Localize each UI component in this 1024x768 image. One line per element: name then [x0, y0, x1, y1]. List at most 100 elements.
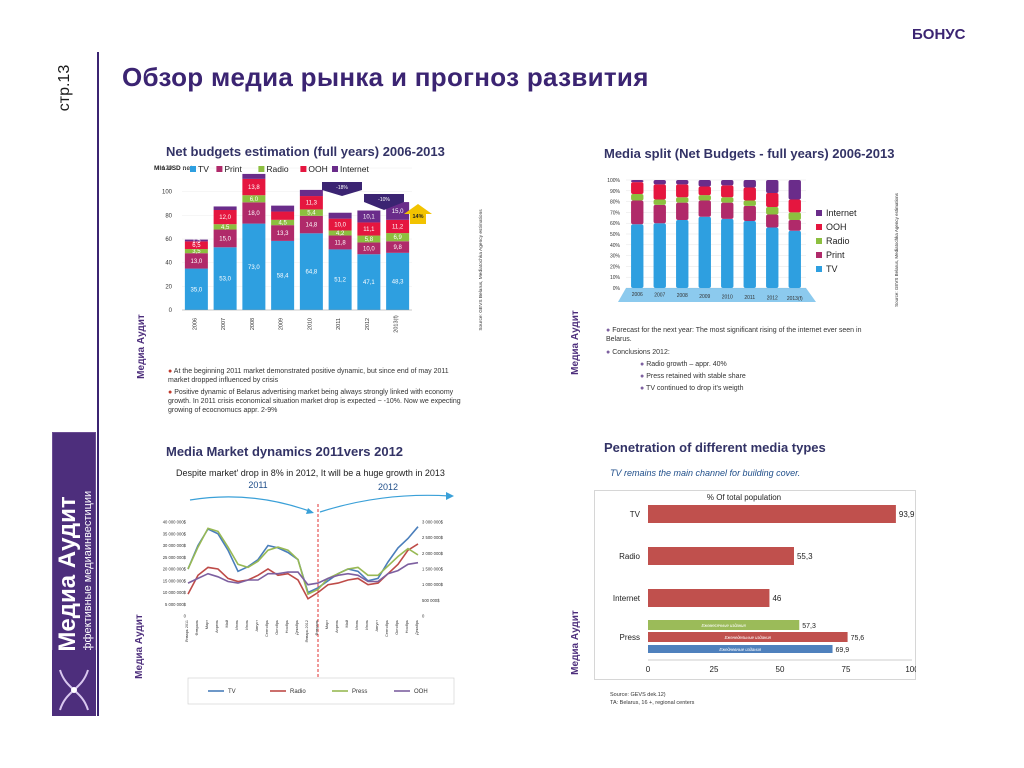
- bar-segment-ooh: [676, 184, 689, 198]
- series-line-ooh: [187, 561, 419, 586]
- arrow-2011-head: [306, 508, 314, 514]
- legend-swatch-ooh: [300, 166, 307, 172]
- x-tick-label: Июнь: [355, 620, 359, 630]
- x-tick-label: Август: [255, 620, 259, 632]
- y-tick-label: 50%: [610, 232, 621, 238]
- bar-value-label: 73,0: [248, 265, 260, 271]
- series-line-press: [187, 527, 419, 596]
- x-tick-label: Август: [375, 620, 379, 632]
- bar-segment-tv: [653, 223, 666, 288]
- bar-segment-print: [721, 202, 734, 219]
- arrow-2011: [189, 496, 313, 513]
- legend-label-internet: Internet: [826, 208, 857, 218]
- y-tick-label: 120: [162, 166, 173, 172]
- bar-segment-print: [299, 215, 323, 234]
- bar-value-label: 15,0: [392, 209, 404, 215]
- right-axis-label: 1 000 000$: [422, 582, 444, 587]
- media-split-chart: 0% 10% 20% 30% 40% 50% 60% 70% 80% 90% 100% 2006 200…: [607, 178, 899, 307]
- x-tick-label: 2007: [221, 318, 227, 330]
- bar-press-segment: [648, 645, 833, 653]
- change-bubble-label: 14%: [412, 214, 423, 220]
- arrow-right-label: 2012: [378, 482, 398, 492]
- x-tick-label: Март: [205, 620, 209, 629]
- bar-segment-radio: [631, 194, 644, 201]
- x-tick-label: 0: [646, 665, 651, 674]
- left-axis-label: 5 000 000$: [165, 602, 187, 607]
- x-tick-label: Апрель: [335, 620, 339, 633]
- net-budgets-chart: Mln USD net 0 20 40 60 80 100 120 35,0 13,0 3,56,5…: [154, 164, 484, 333]
- penetration-chart: % Of total population 93,9 55,3 46 Ежемесячн…: [594, 490, 916, 680]
- page-title: Обзор медиа рынка и прогноз развития: [122, 62, 649, 92]
- bar-value-label: 4,5: [221, 225, 230, 231]
- bar-segment-tv: [271, 240, 295, 310]
- panel3-title: Media Market dynamics 2011vers 2012: [166, 444, 404, 459]
- bar-value-label: 57,3: [802, 623, 816, 630]
- legend-label-ooh: OOH: [308, 164, 327, 174]
- panel2-subnote-2: ● Press retained with stable share: [640, 373, 746, 380]
- bar-segment-ooh: [242, 178, 266, 196]
- bar-value-label: 48,3: [392, 279, 404, 285]
- x-tick-label: Декабрь: [415, 620, 419, 635]
- change-bubble-shape: [322, 182, 362, 196]
- bar-press-segment: [648, 632, 848, 642]
- change-bubble-shape: [404, 204, 432, 224]
- series-line-tv: [187, 526, 419, 594]
- bar-segment-tv: [386, 252, 410, 310]
- x-tick-label: 2010: [722, 294, 733, 300]
- bar-value-label: 10,0: [334, 223, 346, 229]
- bar-segment-radio: [299, 209, 323, 216]
- market-dynamics-chart: 2011 2012 0 5 000 000$ 10 000 000$ 15 000 000…: [163, 480, 455, 705]
- bar-radio: [648, 547, 794, 565]
- x-tick-label: Май: [345, 620, 349, 627]
- bar-segment-radio: [242, 195, 266, 203]
- left-axis-label: 25 000 000$: [163, 555, 187, 560]
- panel-media-split: Медиа Аудит Media split (Net Budgets - f…: [566, 136, 906, 398]
- bar-value-label: 6,0: [250, 197, 259, 203]
- legend-label-ooh: OOH: [826, 222, 847, 232]
- panel4-ta: TA: Belarus, 16 +, regional centers: [610, 700, 695, 706]
- x-tick-label: 2011: [744, 295, 755, 301]
- bar-segment-internet: [184, 239, 208, 242]
- right-axis-label: 2 000 000$: [422, 551, 444, 556]
- y-tick-label: 30%: [610, 254, 621, 260]
- x-tick-label: Май: [225, 620, 229, 627]
- bar-segment-internet: [631, 180, 644, 183]
- legend-label-print: Print: [826, 250, 845, 260]
- press-segment-label: Еженедельные издания: [725, 635, 772, 640]
- change-bubble-shape: [364, 194, 404, 210]
- bar-segment-ooh: [386, 219, 410, 234]
- bar-segment-internet: [653, 180, 666, 185]
- x-tick-label: 2012: [767, 296, 778, 302]
- bar-segment-tv: [213, 247, 237, 310]
- legend-swatch-print: [216, 166, 223, 172]
- y-tick-label: 0: [169, 308, 173, 314]
- bar-segment-print: [631, 200, 644, 225]
- x-tick-label: Декабрь: [295, 620, 299, 635]
- y-tick-label: 20%: [610, 264, 621, 270]
- logo-tagline: эффективные медиаинвестиции: [82, 490, 94, 658]
- panel1-source: Source: GEVS Belarus, Mediatochka Agency…: [478, 209, 484, 331]
- y-tick-label: 0%: [613, 286, 621, 292]
- x-tick-label: 50: [776, 665, 785, 674]
- bar-value-label: 14,8: [306, 223, 318, 229]
- bar-segment-ooh: [357, 222, 381, 236]
- bar-segment-radio: [676, 197, 689, 203]
- bar-segment-print: [766, 214, 779, 228]
- bar-segment-tv: [743, 221, 756, 288]
- right-axis-label: 500 000$: [422, 598, 440, 603]
- y-tick-label: 80: [165, 213, 172, 219]
- legend-label-tv: TV: [198, 164, 209, 174]
- panel2-note-1: ● Forecast for the next year: The most s…: [606, 327, 862, 343]
- bar-segment-internet: [721, 180, 734, 186]
- bar-segment-tv: [698, 216, 711, 288]
- legend-label-radio: Radio: [826, 236, 850, 246]
- legend-swatch-print: [816, 252, 822, 258]
- logo-name: Медиа Аудит: [54, 496, 81, 652]
- bar-value-label: 11,8: [335, 240, 347, 246]
- bar-segment-internet: [271, 205, 295, 212]
- left-axis-label: 20 000 000$: [163, 567, 187, 572]
- bar-segment-radio: [184, 249, 208, 254]
- x-tick-label: Январь 2011: [185, 620, 189, 642]
- bar-segment-ooh: [328, 218, 352, 231]
- bar-segment-print: [698, 200, 711, 217]
